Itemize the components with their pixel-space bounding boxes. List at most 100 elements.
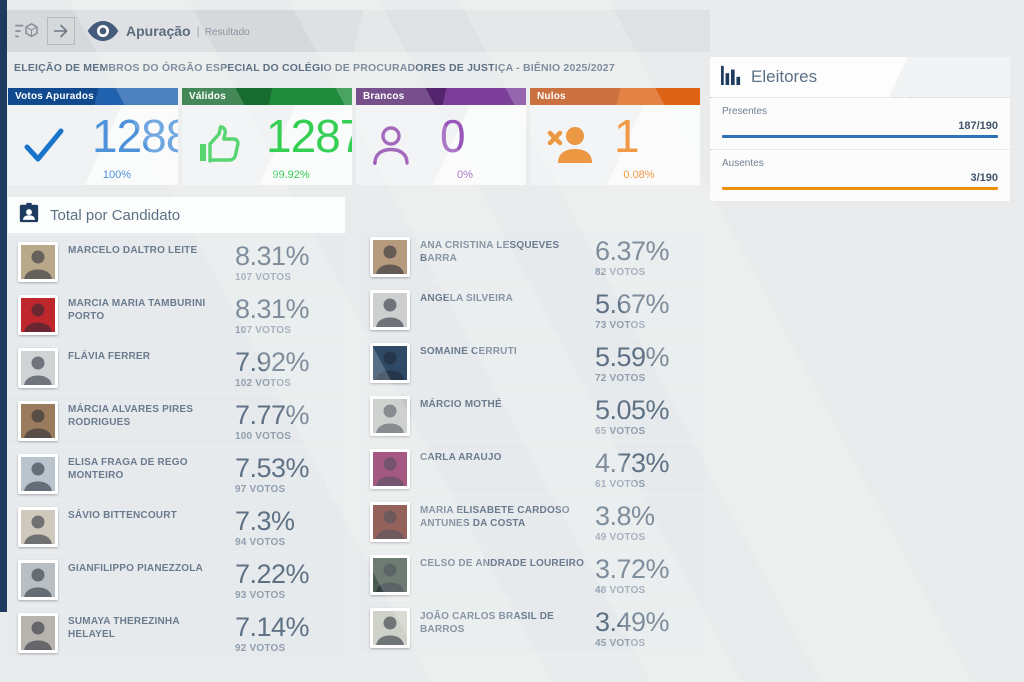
candidate-row: MARIA ELISABETE CARDOSO ANTUNES DA COSTA…: [360, 496, 705, 546]
candidate-name: CELSO DE ANDRADE LOUREIRO: [420, 558, 585, 569]
candidate-name: SUMAYA THEREZINHA HELAYEL: [68, 616, 180, 640]
candidate-percent: 7.3%: [235, 506, 295, 536]
thumbs-up-icon: [195, 120, 245, 170]
candidate-result: 7.92% 102 VOTOS: [235, 347, 345, 390]
candidate-percent: 7.22%: [235, 559, 310, 589]
candidate-row: ELISA FRAGA DE REGO MONTEIRO 7.53% 97 VO…: [8, 448, 345, 498]
candidate-votes: 94 VOTOS: [235, 537, 286, 549]
candidate-result: 7.22% 93 VOTOS: [235, 559, 345, 602]
candidate-name: MARCELO DALTRO LEITE: [68, 245, 198, 256]
candidate-result: 6.37% 82 VOTOS: [595, 236, 705, 279]
candidate-result: 8.31% 107 VOTOS: [235, 241, 345, 284]
candidate-percent: 4.73%: [595, 448, 670, 478]
candidate-percent: 7.14%: [235, 612, 310, 642]
eleitores-title: Eleitores: [751, 67, 818, 86]
candidate-name: SÁVIO BITTENCOURT: [68, 510, 177, 521]
check-icon: [21, 125, 67, 165]
candidate-row: MÁRCIO MOTHÉ 5.05% 65 VOTOS: [360, 390, 705, 440]
candidate-name: FLÁVIA FERRER: [68, 351, 151, 362]
candidate-photo: [18, 560, 58, 600]
candidate-votes: 49 VOTOS: [595, 532, 646, 544]
candidate-votes: 61 VOTOS: [595, 479, 646, 491]
candidate-name: GIANFILIPPO PIANEZZOLA: [68, 563, 203, 574]
candidate-result: 3.72% 48 VOTOS: [595, 554, 705, 597]
forward-arrow-button[interactable]: [47, 17, 75, 45]
summary-cards: Votos Apurados 1288 100% Válidos 1287 99…: [8, 88, 700, 185]
summary-card-header: Votos Apurados: [8, 88, 178, 105]
page-title: Apuração: [126, 23, 191, 39]
candidate-name: MARIA ELISABETE CARDOSO ANTUNES DA COSTA: [420, 505, 570, 529]
candidate-percent: 8.31%: [235, 294, 310, 324]
candidate-result: 5.59% 72 VOTOS: [595, 343, 705, 385]
candidate-list-left: MARCELO DALTRO LEITE 8.31% 107 VOTOS MAR…: [8, 236, 345, 660]
candidate-votes: 45 VOTOS: [595, 638, 646, 650]
candidate-result: 8.31% 107 VOTOS: [235, 294, 345, 337]
candidate-votes: 65 VOTOS: [595, 426, 646, 438]
candidate-votes: 72 VOTOS: [595, 373, 646, 385]
eleitores-progress-bar: [722, 135, 998, 138]
candidate-votes: 97 VOTOS: [235, 484, 286, 496]
summary-card-percent: 100%: [102, 169, 132, 181]
candidate-percent: 7.92%: [235, 347, 310, 377]
summary-card-body: 1287 99.92%: [182, 105, 352, 185]
eleitores-row-label: Presentes: [722, 106, 768, 117]
candidate-list-right: ANA CRISTINA LESQUEVES BARRA 6.37% 82 VO…: [360, 231, 705, 655]
candidate-photo: [18, 454, 58, 494]
candidate-row: FLÁVIA FERRER 7.92% 102 VOTOS: [8, 342, 345, 392]
candidate-percent: 3.72%: [595, 554, 670, 584]
candidate-percent: 6.37%: [595, 236, 670, 266]
summary-card-percent: 0.08%: [623, 169, 655, 181]
candidate-result: 3.8% 49 VOTOS: [595, 502, 705, 544]
summary-card-body: 1 0.08%: [530, 105, 700, 185]
candidate-votes: 102 VOTOS: [235, 378, 292, 390]
candidate-photo: [18, 613, 58, 653]
candidate-row: MÁRCIA ALVARES PIRES RODRIGUES 7.77% 100…: [8, 395, 345, 445]
candidate-row: MARCIA MARIA TAMBURINI PORTO 8.31% 107 V…: [8, 289, 345, 339]
candidate-percent: 8.31%: [235, 241, 310, 271]
summary-card-nulos: Nulos 1 0.08%: [530, 88, 700, 185]
eleitores-row-label: Ausentes: [722, 158, 764, 169]
section-title: Total por Candidato: [50, 206, 181, 224]
eleitores-progress-bar: [722, 187, 998, 190]
candidate-name: CARLA ARAUJO: [420, 452, 502, 463]
candidate-votes: 107 VOTOS: [235, 272, 292, 284]
summary-card-value: 0: [440, 110, 466, 162]
candidate-result: 7.77% 100 VOTOS: [235, 401, 345, 443]
bar-chart-icon: [720, 65, 742, 90]
eleitores-row-presentes: Presentes 187/190: [710, 98, 1010, 150]
page-subtitle: Resultado: [204, 26, 250, 38]
election-title: ELEIÇÃO DE MEMBROS DO ÓRGÃO ESPECIAL DO …: [14, 62, 615, 74]
eleitores-row-ausentes: Ausentes 3/190: [710, 150, 1010, 202]
candidate-result: 7.3% 94 VOTOS: [235, 506, 345, 549]
candidate-photo: [370, 502, 410, 542]
summary-card-value: 1287: [266, 110, 352, 162]
candidate-row: MARCELO DALTRO LEITE 8.31% 107 VOTOS: [8, 236, 345, 286]
candidate-votes: 48 VOTOS: [595, 585, 646, 597]
summary-card-percent: 99.92%: [272, 169, 310, 181]
candidate-row: ANA CRISTINA LESQUEVES BARRA 6.37% 82 VO…: [360, 231, 705, 281]
summary-card-brancos: Brancos 0 0%: [356, 88, 526, 185]
title-divider: |: [196, 24, 200, 38]
candidate-row: CARLA ARAUJO 4.73% 61 VOTOS: [360, 443, 705, 493]
candidate-photo: [370, 237, 410, 277]
candidate-photo: [370, 290, 410, 330]
candidate-result: 7.53% 97 VOTOS: [235, 454, 345, 496]
filter-icon[interactable]: [15, 22, 39, 40]
summary-card-validos: Válidos 1287 99.92%: [182, 88, 352, 185]
candidate-row: SUMAYA THEREZINHA HELAYEL 7.14% 92 VOTOS: [8, 607, 345, 657]
summary-card-header: Nulos: [530, 88, 700, 105]
summary-card-header: Brancos: [356, 88, 526, 105]
candidate-row: SÁVIO BITTENCOURT 7.3% 94 VOTOS: [8, 501, 345, 551]
candidate-photo: [370, 396, 410, 436]
person-outline-icon: [369, 121, 413, 169]
candidate-row: SOMAINE CERRUTI 5.59% 72 VOTOS: [360, 337, 705, 387]
candidate-result: 5.67% 73 VOTOS: [595, 290, 705, 332]
candidate-row: ANGELA SILVEIRA 5.67% 73 VOTOS: [360, 284, 705, 334]
candidate-name: JOÃO CARLOS BRASIL DE BARROS: [420, 611, 555, 635]
id-badge-icon: [18, 202, 40, 229]
candidate-row: GIANFILIPPO PIANEZZOLA 7.22% 93 VOTOS: [8, 554, 345, 604]
eye-icon: [87, 20, 119, 42]
candidate-name: ANGELA SILVEIRA: [420, 293, 514, 304]
candidate-votes: 100 VOTOS: [235, 431, 292, 443]
summary-card-label: Nulos: [537, 91, 566, 102]
